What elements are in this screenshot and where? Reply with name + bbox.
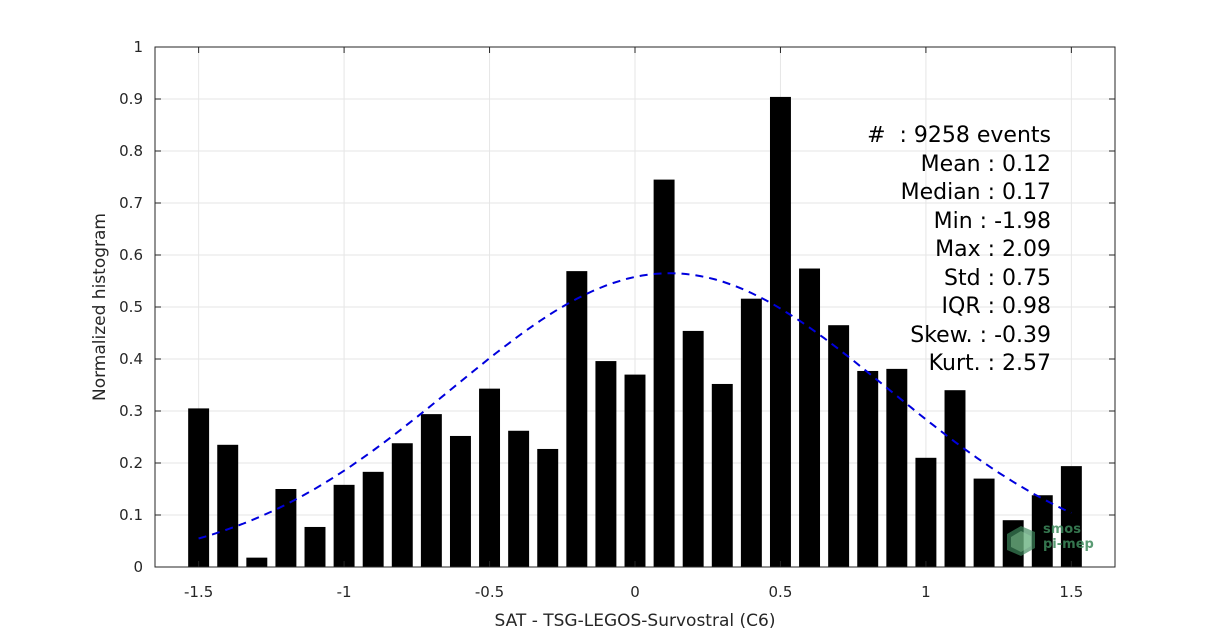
histogram-bar (537, 448, 559, 567)
histogram-bar (188, 408, 210, 567)
histogram-bar (944, 390, 966, 567)
histogram-bar (333, 484, 355, 567)
histogram-bar (653, 179, 675, 567)
stat-row: # : 9258 events (867, 123, 1051, 148)
x-tick-label: 1 (921, 583, 931, 601)
stat-row: Kurt. : 2.57 (928, 351, 1051, 376)
logo-text: smos pi-mep (1043, 522, 1094, 552)
y-tick-label: 0.2 (119, 454, 143, 472)
y-tick-label: 1 (133, 38, 143, 56)
histogram-bar (828, 325, 850, 567)
histogram-bar (857, 370, 879, 567)
histogram-bar (508, 430, 530, 567)
histogram-bar (217, 444, 239, 567)
stat-row: Max : 2.09 (935, 237, 1051, 262)
y-tick-label: 0.1 (119, 506, 143, 524)
histogram-bar (479, 388, 501, 567)
histogram-bar (362, 471, 384, 567)
logo-icon (1007, 526, 1035, 556)
stat-row: Std : 0.75 (944, 265, 1051, 291)
histogram-bar (799, 268, 821, 567)
x-tick-label: 1.5 (1059, 583, 1083, 601)
histogram-bar (682, 330, 704, 567)
gaussian-fit-curve (198, 272, 1072, 540)
histogram-bars (188, 96, 1082, 568)
x-tick-label: -1 (337, 583, 352, 601)
y-tick-label: 0.9 (119, 90, 143, 108)
histogram-bar (624, 374, 646, 567)
stat-row: Mean : 0.12 (920, 151, 1051, 177)
histogram-bar (1060, 466, 1082, 567)
logo-line-1: smos (1043, 522, 1081, 537)
histogram-bar (973, 478, 995, 567)
histogram-bar (304, 526, 326, 567)
histogram-bar (595, 361, 617, 567)
histogram-bar (1031, 495, 1053, 567)
stat-row: IQR : 0.98 (941, 294, 1051, 319)
histogram-bar (915, 457, 937, 567)
histogram-bar (246, 557, 268, 567)
smos-pi-mep-logo: smos pi-mep (1003, 522, 1103, 560)
y-tick-label: 0.8 (119, 142, 143, 160)
histogram-bar (449, 435, 471, 567)
x-tick-label: 0.5 (769, 583, 793, 601)
x-axis-label: SAT - TSG-LEGOS-Survostral (C6) (495, 611, 776, 631)
x-axis-ticks: -1.5 -1 -0.5 0 0.5 1 1.5 (184, 47, 1083, 601)
histogram-bar (711, 383, 733, 567)
histogram-bar (740, 298, 762, 567)
x-tick-label: -1.5 (184, 583, 213, 601)
y-tick-label: 0.3 (119, 402, 143, 420)
histogram-bar (566, 271, 588, 567)
y-tick-label: 0.6 (119, 246, 143, 264)
y-tick-label: 0.5 (119, 298, 143, 316)
statistics-panel: # : 9258 events Mean : 0.12 Median : 0.17 M… (867, 122, 1051, 379)
histogram-bar (886, 368, 908, 567)
logo-line-2: pi-mep (1043, 537, 1094, 552)
y-tick-label: 0.7 (119, 194, 143, 212)
stat-row: Skew. : -0.39 (910, 322, 1051, 348)
y-tick-label: 0 (133, 558, 143, 576)
y-axis-ticks: 0 0.1 0.2 0.3 0.4 0.5 0.6 0.7 0.8 0.9 1 (119, 38, 1115, 576)
y-axis-label: Normalized histogram (90, 213, 110, 401)
histogram-bar (275, 489, 297, 567)
histogram-bar (420, 414, 442, 567)
histogram-bar (391, 443, 413, 567)
y-tick-label: 0.4 (119, 350, 143, 368)
stat-row: Median : 0.17 (900, 180, 1051, 205)
x-tick-label: -0.5 (475, 583, 504, 601)
x-tick-label: 0 (630, 583, 640, 601)
histogram-bar (769, 96, 791, 568)
stat-row: Min : -1.98 (933, 208, 1051, 234)
